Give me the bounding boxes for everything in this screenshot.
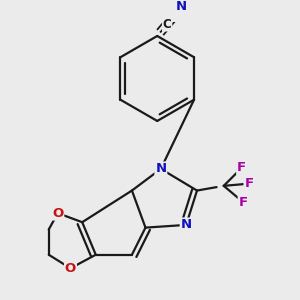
- Text: F: F: [238, 196, 248, 208]
- Text: N: N: [176, 0, 187, 14]
- Text: O: O: [65, 262, 76, 275]
- Text: N: N: [181, 218, 192, 231]
- Text: C: C: [163, 18, 172, 31]
- Text: F: F: [244, 177, 253, 190]
- Text: N: N: [155, 162, 167, 176]
- Text: F: F: [237, 161, 246, 175]
- Text: O: O: [52, 207, 63, 220]
